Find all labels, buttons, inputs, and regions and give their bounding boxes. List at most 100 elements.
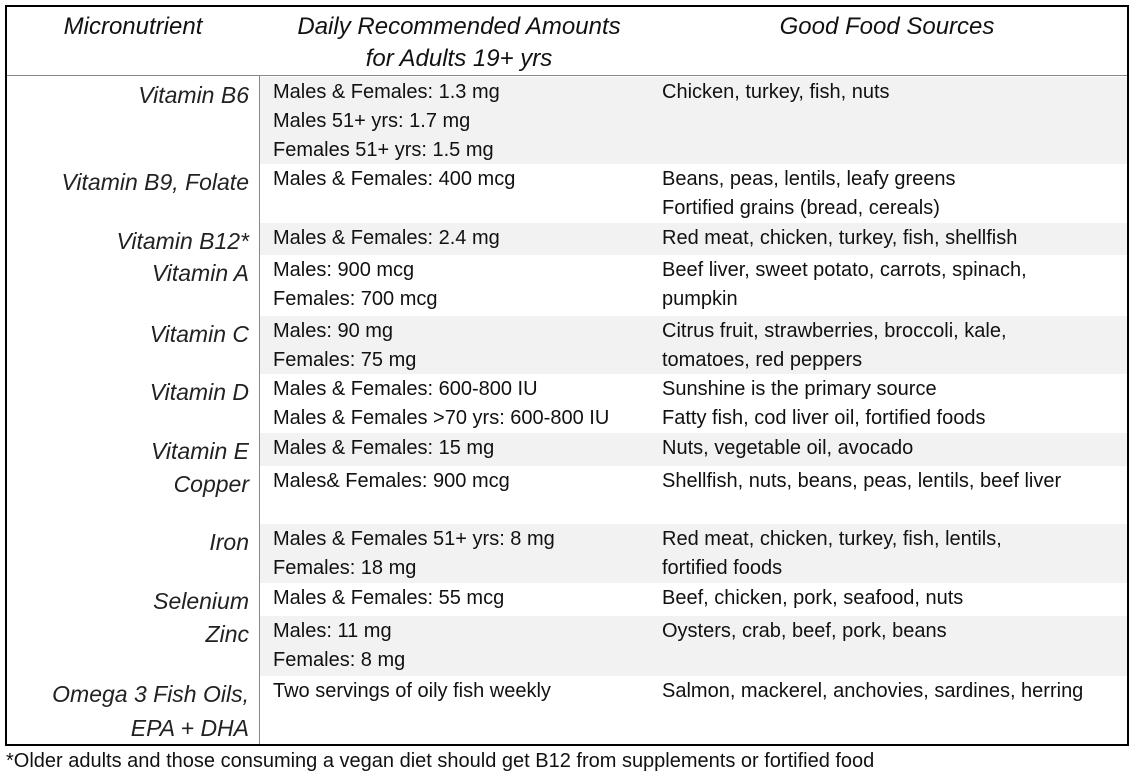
row-shade (260, 77, 1127, 164)
table-row: Vitamin D Males & Females: 600-800 IU Male… (7, 374, 1127, 433)
amounts: Males & Females: 15 mg (273, 434, 494, 463)
source-line: Chicken, turkey, fish, nuts (662, 81, 890, 103)
amount-line: Females: 700 mcg (273, 288, 438, 310)
micronutrient: Iron (7, 525, 249, 559)
micronutrient: Vitamin B12* (7, 224, 249, 258)
amounts: Males& Females: 900 mcg (273, 467, 510, 496)
amount-line: Females: 8 mg (273, 649, 406, 671)
footnote: *Older adults and those consuming a vega… (6, 750, 875, 772)
name-line: Vitamin B9, Folate (61, 169, 249, 195)
row-shade (260, 524, 1127, 583)
sources: Salmon, mackerel, anchovies, sardines, h… (662, 677, 1083, 706)
amounts: Males & Females: 400 mcg (273, 165, 515, 194)
amount-line: Males & Females >70 yrs: 600-800 IU (273, 407, 610, 429)
name-line: Iron (209, 529, 249, 555)
sources: Beef, chicken, pork, seafood, nuts (662, 584, 963, 613)
table-row: Iron Males & Females 51+ yrs: 8 mg Females… (7, 524, 1127, 583)
source-line: Beef liver, sweet potato, carrots, spina… (662, 259, 1027, 281)
sources: Citrus fruit, strawberries, broccoli, ka… (662, 317, 1007, 375)
row-shade (260, 616, 1127, 676)
header-line: Micronutrient (63, 13, 203, 40)
source-line: Beef, chicken, pork, seafood, nuts (662, 587, 964, 609)
amounts: Males: 900 mcg Females: 700 mcg (273, 256, 438, 314)
sources: Beans, peas, lentils, leafy greens Fortif… (662, 165, 956, 223)
amounts: Males & Females 51+ yrs: 8 mg Females: 18… (273, 525, 555, 583)
name-line: Vitamin B12* (116, 228, 249, 254)
source-line: fortified foods (662, 557, 783, 579)
amount-line: Males & Females 51+ yrs: 8 mg (273, 528, 555, 550)
amounts: Males: 11 mg Females: 8 mg (273, 617, 405, 675)
amount-line: Females 51+ yrs: 1.5 mg (273, 139, 494, 161)
source-line: Salmon, mackerel, anchovies, sardines, h… (662, 680, 1084, 702)
row-shade (260, 433, 1127, 466)
name-line: Vitamin C (149, 321, 249, 347)
micronutrient: Selenium (7, 584, 249, 618)
source-line: Fortified grains (bread, cereals) (662, 197, 940, 219)
amounts: Males & Females: 600-800 IU Males & Femal… (273, 375, 609, 433)
amounts: Males & Females: 2.4 mg (273, 224, 500, 253)
sources: Sunshine is the primary source Fatty fish… (662, 375, 985, 433)
header-line: Good Food Sources (779, 13, 995, 40)
amount-line: Males & Females: 400 mcg (273, 168, 516, 190)
name-line: Vitamin E (150, 438, 249, 464)
name-line: EPA + DHA (130, 715, 249, 741)
amount-line: Males & Females: 1.3 mg (273, 81, 500, 103)
name-line: Vitamin A (151, 260, 249, 286)
table-row: Vitamin B6 Males & Females: 1.3 mg Males 5… (7, 77, 1127, 164)
column-header: Good Food Sources (662, 11, 1112, 43)
row-shade (260, 316, 1127, 374)
table-row: Vitamin B12* Males & Females: 2.4 mg Red m… (7, 223, 1127, 255)
amount-line: Males 51+ yrs: 1.7 mg (273, 110, 471, 132)
table-row: Vitamin E Males & Females: 15 mg Nuts, veg… (7, 433, 1127, 466)
amount-line: Males & Females: 15 mg (273, 437, 495, 459)
micronutrient: Copper (7, 467, 249, 501)
amount-line: Females: 18 mg (273, 557, 417, 579)
header-rule (7, 75, 1127, 76)
table-row: Vitamin C Males: 90 mg Females: 75 mg Citru… (7, 316, 1127, 374)
amounts: Males & Females: 55 mcg (273, 584, 504, 613)
source-line: Citrus fruit, strawberries, broccoli, ka… (662, 320, 1007, 342)
micronutrient: Zinc (7, 617, 249, 651)
amount-line: Males & Females: 600-800 IU (273, 378, 538, 400)
amount-line: Males& Females: 900 mcg (273, 470, 510, 492)
source-line: Red meat, chicken, turkey, fish, shellfi… (662, 227, 1018, 249)
sources: Nuts, vegetable oil, avocado (662, 434, 913, 463)
amount-line: Males & Females: 55 mcg (273, 587, 505, 609)
header-line: for Adults 19+ yrs (365, 45, 553, 72)
name-line: Omega 3 Fish Oils, (52, 681, 249, 707)
amount-line: Males: 90 mg (273, 320, 394, 342)
table-frame: Micronutrient Daily Recommended Amounts fo… (5, 5, 1129, 746)
table-row: Vitamin B9, Folate Males & Females: 400 m… (7, 164, 1127, 223)
name-line: Vitamin D (149, 379, 249, 405)
amounts: Males & Females: 1.3 mg Males 51+ yrs: 1.… (273, 78, 500, 165)
amount-line: Males: 900 mcg (273, 259, 415, 281)
micronutrient: Vitamin B6 (7, 78, 249, 112)
source-line: Sunshine is the primary source (662, 378, 937, 400)
micronutrient: Vitamin C (7, 317, 249, 351)
amount-line: Females: 75 mg (273, 349, 417, 371)
micronutrient: Vitamin D (7, 375, 249, 409)
micronutrient: Vitamin E (7, 434, 249, 468)
source-line: Fatty fish, cod liver oil, fortified foo… (662, 407, 986, 429)
micronutrient: Vitamin B9, Folate (7, 165, 249, 199)
sources: Red meat, chicken, turkey, fish, shellfi… (662, 224, 1017, 253)
sources: Chicken, turkey, fish, nuts (662, 78, 890, 107)
sources: Oysters, crab, beef, pork, beans (662, 617, 947, 646)
name-line: Copper (173, 471, 249, 497)
name-line: Selenium (153, 588, 249, 614)
micronutrient: Vitamin A (7, 256, 249, 290)
amounts: Two servings of oily fish weekly (273, 677, 551, 706)
sources: Beef liver, sweet potato, carrots, spina… (662, 256, 1027, 314)
amount-line: Males & Females: 2.4 mg (273, 227, 500, 249)
sources: Red meat, chicken, turkey, fish, lentils… (662, 525, 1002, 583)
source-line: Red meat, chicken, turkey, fish, lentils… (662, 528, 1002, 550)
table-row: Omega 3 Fish Oils, EPA + DHA Two servings … (7, 676, 1127, 742)
header-line: Daily Recommended Amounts (297, 13, 621, 40)
column-rule (259, 76, 260, 744)
sources: Shellfish, nuts, beans, peas, lentils, b… (662, 467, 1061, 496)
table-row: Vitamin A Males: 900 mcg Females: 700 mcg B… (7, 255, 1127, 316)
amounts: Males: 90 mg Females: 75 mg (273, 317, 416, 375)
source-line: tomatoes, red peppers (662, 349, 863, 371)
source-line: pumpkin (662, 288, 738, 310)
